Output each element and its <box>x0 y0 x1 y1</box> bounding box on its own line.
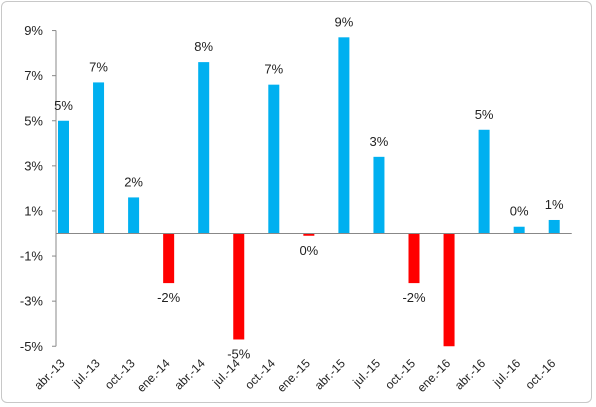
bar <box>58 120 69 234</box>
bar <box>163 233 175 284</box>
x-tick-label: ene.-15 <box>274 356 313 395</box>
bar <box>408 233 420 284</box>
data-label: -5% <box>227 346 251 361</box>
bar <box>513 226 525 234</box>
bar <box>128 197 140 234</box>
bar <box>268 84 280 234</box>
y-tick-label: 5% <box>24 113 43 128</box>
bar <box>548 219 560 234</box>
bars <box>58 37 560 347</box>
bar <box>198 62 210 234</box>
bar <box>373 156 385 234</box>
y-tick-label: -5% <box>20 339 44 354</box>
x-tick-label: abr.-13 <box>31 356 68 393</box>
x-tick-label: ene.-16 <box>414 356 453 395</box>
x-tick-label: abr.-14 <box>172 356 209 393</box>
x-tick-label: jul.-16 <box>490 356 524 390</box>
bar <box>338 37 350 234</box>
data-label: 8% <box>194 39 213 54</box>
bar <box>443 233 455 347</box>
x-tick-label: ene.-14 <box>134 356 173 395</box>
bar <box>303 233 315 236</box>
data-label: 5% <box>54 98 73 113</box>
x-tick-label: oct.-15 <box>382 356 418 392</box>
data-label: 7% <box>264 62 283 77</box>
x-tick-label: oct.-16 <box>522 356 558 392</box>
data-label: 7% <box>89 59 108 74</box>
x-tick-label: abr.-15 <box>312 356 349 393</box>
bar <box>93 82 105 234</box>
y-tick-label: -1% <box>20 249 44 264</box>
y-tick-label: 1% <box>24 203 43 218</box>
data-label: 9% <box>335 14 354 29</box>
data-label: 5% <box>475 107 494 122</box>
y-tick-label: 3% <box>24 158 43 173</box>
data-label: 1% <box>545 197 564 212</box>
y-tick-label: -3% <box>20 294 44 309</box>
data-labels: 5% 7% 2% -2% 8% -5% 7% 0% 9% 3% -2% 5% 0% 1% <box>54 14 564 361</box>
data-label: -2% <box>402 290 426 305</box>
y-tick-label: 9% <box>24 23 43 38</box>
y-axis: 9% 7% 5% 3% 1% -1% -3% -5% <box>20 23 57 354</box>
y-tick-label: 7% <box>24 68 43 83</box>
x-tick-label: jul.-15 <box>349 356 383 390</box>
data-label: 0% <box>510 204 529 219</box>
x-tick-label: oct.-13 <box>102 356 138 392</box>
data-label: 0% <box>299 243 318 258</box>
data-label: 3% <box>370 134 389 149</box>
data-label: 2% <box>124 174 143 189</box>
data-label: -2% <box>157 290 181 305</box>
x-tick-label: abr.-16 <box>452 356 489 393</box>
x-tick-label: jul.-13 <box>69 356 103 390</box>
bar <box>478 129 490 234</box>
bar <box>233 233 245 340</box>
